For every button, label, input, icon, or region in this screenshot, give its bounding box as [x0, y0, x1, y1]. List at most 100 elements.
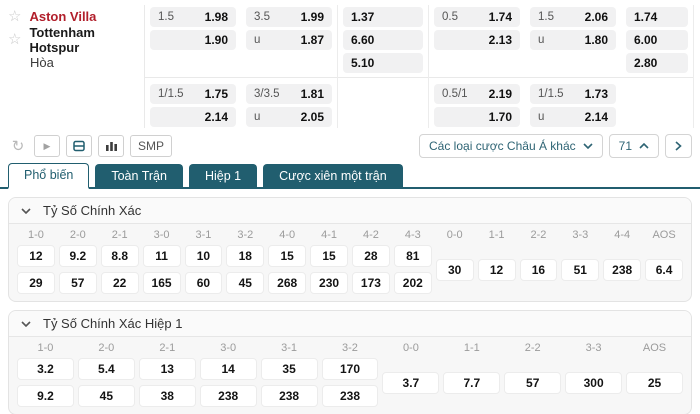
score-column-header: 3-2	[342, 342, 358, 354]
score-odds-cell[interactable]: 51	[561, 258, 600, 281]
score-odds-cell[interactable]: 9.2	[17, 385, 74, 407]
play-icon[interactable]: ▶	[34, 135, 60, 157]
score-odds-cell[interactable]: 29	[17, 272, 55, 294]
odds-cell[interactable]: 0.5/1 2.19	[434, 83, 520, 104]
star-icon[interactable]: ☆	[8, 31, 22, 48]
odds-cell[interactable]: 1/1.5 1.75	[150, 83, 236, 104]
pitch-icon[interactable]	[66, 135, 92, 157]
score-odds-cell[interactable]: 57	[58, 272, 97, 294]
odds-cell[interactable]: 1.5 1.98	[150, 6, 236, 27]
score-odds-cell[interactable]: 15	[310, 245, 348, 267]
score-odds-cell[interactable]: 15	[268, 245, 307, 267]
odds-value: 1.87	[300, 32, 324, 47]
odds-cell[interactable]: 5.10	[343, 52, 423, 73]
score-odds-cell[interactable]: 81	[393, 245, 432, 267]
score-odds-cell[interactable]: 38	[138, 385, 196, 407]
score-odds-cell[interactable]: 45	[226, 272, 265, 294]
score-odds-cell[interactable]: 300	[565, 371, 623, 394]
odds-slot	[429, 51, 525, 74]
score-odds-cell[interactable]: 202	[393, 272, 432, 294]
market-count-button[interactable]: 71	[608, 134, 659, 158]
score-odds-cell[interactable]: 25	[626, 371, 683, 394]
score-odds-cell[interactable]: 268	[268, 272, 307, 294]
score-odds-cell[interactable]: 7.7	[443, 371, 501, 394]
score-odds-cell[interactable]: 60	[184, 272, 223, 294]
score-odds-cell[interactable]: 13	[138, 358, 196, 380]
odds-cell[interactable]: 1.5 2.06	[530, 6, 616, 27]
odds-slot: 1.5 1.98	[145, 5, 241, 28]
section-body: 1-0 3.2 9.2 2-0 5.4 45 2-1 13 38 3-0 14 238 3-1 35 238…	[9, 337, 691, 414]
next-button[interactable]	[665, 134, 692, 158]
score-odds-cell[interactable]: 238	[321, 385, 379, 407]
odds-cell[interactable]: 1/1.5 1.73	[530, 83, 616, 104]
odds-cell[interactable]: u 1.87	[246, 29, 332, 50]
score-odds-cell[interactable]: 9.2	[58, 245, 97, 267]
odds-cell[interactable]: 6.00	[626, 29, 688, 50]
score-odds-cell[interactable]: 238	[603, 258, 642, 281]
score-odds-cell[interactable]: 30	[435, 258, 474, 281]
score-odds-cell[interactable]: 11	[142, 245, 181, 267]
odds-cell[interactable]: 6.60	[343, 29, 423, 50]
odds-cell[interactable]: 1.74	[626, 6, 688, 27]
score-odds-cell[interactable]: 238	[260, 385, 318, 407]
score-odds-cell[interactable]: 165	[142, 272, 181, 294]
refresh-icon[interactable]: ↻	[11, 138, 25, 155]
odds-cell[interactable]: 3/3.5 1.81	[246, 83, 332, 104]
score-odds-cell[interactable]: 238	[199, 385, 257, 407]
odds-cell[interactable]: u 2.14	[530, 106, 616, 127]
odds-slot: 0.5 1.74	[429, 5, 525, 28]
score-odds-cell[interactable]: 230	[310, 272, 348, 294]
score-odds-cell[interactable]: 173	[352, 272, 390, 294]
score-odds-cell[interactable]: 57	[504, 371, 562, 394]
odds-value: 2.80	[634, 55, 658, 70]
score-mid-wrap: 16	[519, 245, 558, 294]
score-odds-cell[interactable]: 170	[321, 358, 379, 380]
section-header-ty-so-chinh-xac[interactable]: Tỷ Số Chính Xác	[9, 198, 691, 224]
score-odds-cell[interactable]: 28	[352, 245, 390, 267]
score-odds-cell[interactable]: 8.8	[100, 245, 139, 267]
asian-markets-dropdown[interactable]: Các loại cược Châu Á khác	[419, 134, 603, 158]
score-odds-cell[interactable]: 3.7	[382, 371, 440, 394]
score-odds-cell[interactable]: 18	[226, 245, 265, 267]
tab-toan-tran[interactable]: Toàn Trận	[95, 164, 183, 187]
odds-cell[interactable]: 2.13	[434, 29, 520, 50]
odds-cell[interactable]: 3.5 1.99	[246, 6, 332, 27]
odds-cell[interactable]: u 1.80	[530, 29, 616, 50]
score-odds-cell[interactable]: 14	[199, 358, 257, 380]
smp-button[interactable]: SMP	[130, 135, 173, 157]
odds-cell[interactable]: 1.90	[150, 29, 236, 50]
odds-slot	[145, 51, 241, 74]
odds-cell[interactable]: 2.80	[626, 52, 688, 73]
score-odds-cell[interactable]: 45	[77, 385, 135, 407]
section-header-ty-so-chinh-xac-hiep-1[interactable]: Tỷ Số Chính Xác Hiệp 1	[9, 311, 691, 337]
score-column-4-2: 4-2 28 173	[352, 228, 390, 294]
score-column-1-0: 1-0 12 29	[17, 228, 55, 294]
score-column-3-1: 3-1 10 60	[184, 228, 223, 294]
score-cells: 5.4 45	[77, 358, 135, 407]
bar-chart-icon[interactable]	[98, 135, 124, 157]
odds-cell[interactable]: 0.5 1.74	[434, 6, 520, 27]
tab-hiep-1[interactable]: Hiệp 1	[188, 164, 258, 187]
score-odds-cell[interactable]: 12	[477, 258, 516, 281]
score-cells: 3.7	[382, 358, 440, 407]
tab-cuoc-xien-mot-tran[interactable]: Cược xiên một trận	[263, 164, 403, 187]
score-odds-cell[interactable]: 10	[184, 245, 223, 267]
score-cells: 8.8 22	[100, 245, 139, 294]
score-mid-wrap: 25	[626, 358, 683, 407]
score-odds-cell[interactable]: 5.4	[77, 358, 135, 380]
score-odds-cell[interactable]: 3.2	[17, 358, 74, 380]
odds-cell[interactable]: 1.37	[343, 6, 423, 27]
tab-pho-bien[interactable]: Phổ biến	[8, 163, 90, 189]
odds-cell[interactable]: 1.70	[434, 106, 520, 127]
score-odds-cell[interactable]: 12	[17, 245, 55, 267]
odds-cell[interactable]: 2.14	[150, 106, 236, 127]
score-odds-cell[interactable]: 16	[519, 258, 558, 281]
odds-cell[interactable]: u 2.05	[246, 106, 332, 127]
odds-line-label: 1.5	[538, 10, 554, 23]
score-odds-cell[interactable]: 6.4	[645, 258, 683, 281]
score-cells: 15 268	[268, 245, 307, 294]
score-odds-cell[interactable]: 22	[100, 272, 139, 294]
score-column-0-0: 0-0 3.7	[382, 341, 440, 407]
star-icon[interactable]: ☆	[8, 8, 22, 25]
score-odds-cell[interactable]: 35	[260, 358, 318, 380]
